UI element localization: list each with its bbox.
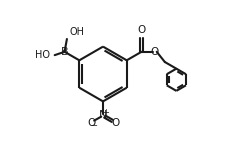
Text: O: O [87,118,95,128]
Text: OH: OH [69,27,84,37]
Text: O: O [151,47,159,57]
Text: −: − [90,122,97,131]
Text: HO: HO [35,50,50,60]
Text: B: B [61,47,68,57]
Text: N: N [99,110,107,120]
Text: O: O [137,25,146,35]
Text: O: O [111,118,119,128]
Text: +: + [102,108,109,117]
